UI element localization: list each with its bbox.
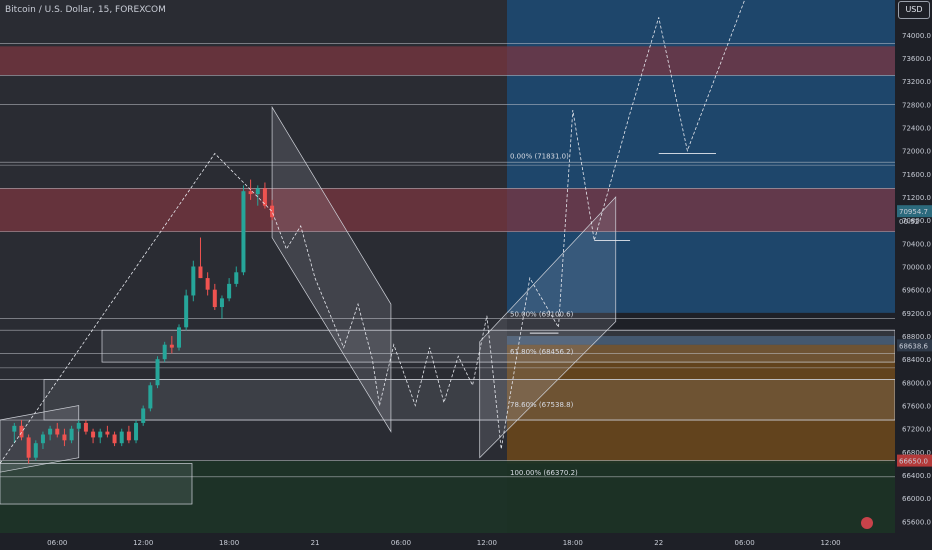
candle-body xyxy=(62,434,67,441)
grey-zone-2 xyxy=(43,379,896,421)
candle-body xyxy=(83,422,88,432)
candle-body xyxy=(191,266,196,296)
fib-label: 0.00% (71831.0) xyxy=(510,152,569,160)
supply-zone-top xyxy=(0,46,895,76)
candle-body xyxy=(19,425,24,438)
candle-body xyxy=(112,434,117,444)
low-price-tag: 66650.0 xyxy=(899,458,928,466)
candle-body xyxy=(69,428,74,441)
y-tick-label: 65600.0 xyxy=(902,518,931,526)
y-tick-label: 72400.0 xyxy=(902,124,931,132)
symbol-title: Bitcoin / U.S. Dollar, 15, FOREXCOM xyxy=(5,5,166,15)
candle-body xyxy=(169,344,174,348)
fib-label: 100.00% (66370.2) xyxy=(510,469,578,477)
y-tick-label: 68800.0 xyxy=(902,333,931,341)
countdown-label: 06:52 xyxy=(899,218,919,226)
x-tick-label: 06:00 xyxy=(391,539,411,547)
candle-body xyxy=(134,422,139,441)
candle-body xyxy=(248,191,253,195)
y-tick-label: 66400.0 xyxy=(902,472,931,480)
candle-body xyxy=(219,298,224,308)
y-tick-label: 69200.0 xyxy=(902,310,931,318)
candle-body xyxy=(33,443,38,458)
candle-body xyxy=(212,289,217,308)
candle-body xyxy=(76,422,81,429)
fib-label: 61.80% (68456.2) xyxy=(510,348,574,356)
y-tick-label: 71200.0 xyxy=(902,194,931,202)
candle-body xyxy=(155,359,160,386)
green-zone xyxy=(0,460,895,533)
y-tick-label: 74000.0 xyxy=(902,32,931,40)
y-tick-label: 71600.0 xyxy=(902,171,931,179)
x-tick-label: 21 xyxy=(311,539,320,547)
candle-body xyxy=(241,191,246,273)
candle-body xyxy=(148,385,153,409)
candle-body xyxy=(126,431,131,441)
grey-zone-3 xyxy=(0,463,193,505)
candle-body xyxy=(234,272,239,284)
mark-price-tag: 68638.6 xyxy=(899,342,928,350)
candle-body xyxy=(91,431,96,438)
channel-left xyxy=(0,405,80,473)
y-tick-label: 70800.0 xyxy=(902,217,931,225)
x-tick-label: 12:00 xyxy=(477,539,497,547)
candle-body xyxy=(40,434,45,444)
candle-body xyxy=(141,408,146,423)
candle-body xyxy=(162,344,167,360)
currency-button[interactable]: USD xyxy=(898,1,930,19)
left-panel-background xyxy=(0,0,507,533)
current-price-tag: 70954.7 xyxy=(899,208,928,216)
fib-label: 78.60% (67538.8) xyxy=(510,401,574,409)
candle-body xyxy=(205,278,210,290)
y-tick-label: 73600.0 xyxy=(902,55,931,63)
grey-zone-1 xyxy=(101,329,896,363)
fib-label: 50.00% (69100.6) xyxy=(510,311,574,319)
supply-zone-mid xyxy=(0,188,895,232)
x-tick-label: 12:00 xyxy=(133,539,153,547)
y-tick-label: 69600.0 xyxy=(902,287,931,295)
x-tick-label: 18:00 xyxy=(563,539,583,547)
y-tick-label: 70000.0 xyxy=(902,264,931,272)
x-tick-label: 18:00 xyxy=(219,539,239,547)
y-tick-label: 67600.0 xyxy=(902,403,931,411)
channel-up xyxy=(479,196,617,459)
candle-body xyxy=(177,327,181,348)
candle-body xyxy=(12,425,17,432)
y-tick-label: 68000.0 xyxy=(902,379,931,387)
candle-body xyxy=(255,188,260,195)
y-tick-label: 73200.0 xyxy=(902,78,931,86)
y-tick-label: 66000.0 xyxy=(902,495,931,503)
mark-price-tag-bg xyxy=(897,339,932,352)
candle-body xyxy=(198,266,203,279)
candle-body xyxy=(184,295,189,328)
current-price-tag-bg xyxy=(897,205,932,218)
low-price-tag-bg xyxy=(897,454,932,467)
candle-body xyxy=(55,428,60,435)
y-tick-label: 68400.0 xyxy=(902,356,931,364)
y-tick-label: 67200.0 xyxy=(902,426,931,434)
orange-zone xyxy=(507,344,895,464)
y-tick-label: 66800.0 xyxy=(902,449,931,457)
y-tick-label: 72800.0 xyxy=(902,101,931,109)
x-tick-label: 22 xyxy=(654,539,663,547)
x-tick-label: 06:00 xyxy=(47,539,67,547)
mark-band xyxy=(507,336,895,345)
candle-body xyxy=(105,431,110,435)
candle-body xyxy=(227,283,232,299)
x-tick-label: 06:00 xyxy=(735,539,755,547)
candle-body xyxy=(119,431,124,444)
event-icon xyxy=(861,517,873,529)
y-tick-label: 70400.0 xyxy=(902,240,931,248)
candle-body xyxy=(98,431,103,438)
projection-path xyxy=(0,0,746,464)
candle-body xyxy=(270,205,275,218)
y-tick-label: 72000.0 xyxy=(902,148,931,156)
x-tick-label: 12:00 xyxy=(820,539,840,547)
channel-down xyxy=(271,105,392,433)
candle-body xyxy=(26,437,31,458)
candle-body xyxy=(48,428,53,435)
candle-body xyxy=(262,188,267,206)
